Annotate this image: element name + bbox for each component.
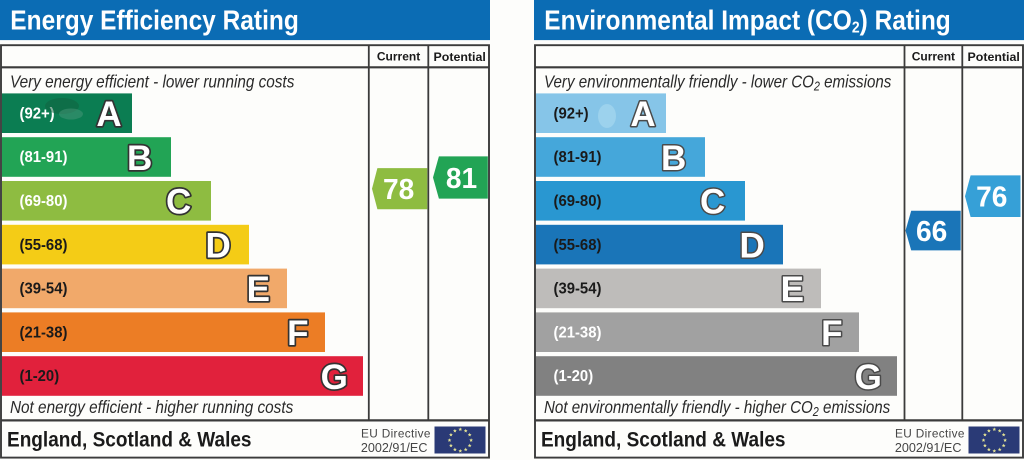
svg-text:G: G: [855, 358, 882, 397]
svg-text:Current: Current: [912, 50, 955, 64]
svg-text:(92+): (92+): [553, 105, 588, 123]
svg-text:(1-20): (1-20): [553, 368, 593, 386]
svg-text:Environmental Impact (CO2) Rat: Environmental Impact (CO2) Rating: [544, 4, 950, 37]
svg-text:(39-54): (39-54): [553, 280, 601, 298]
svg-text:A: A: [630, 95, 655, 134]
svg-text:E: E: [247, 270, 270, 309]
svg-text:(81-91): (81-91): [20, 149, 68, 167]
svg-text:F: F: [287, 314, 308, 353]
svg-text:(92+): (92+): [20, 105, 55, 123]
svg-text:(21-38): (21-38): [20, 324, 68, 342]
svg-text:Energy Efficiency Rating: Energy Efficiency Rating: [10, 4, 299, 36]
svg-text:2002/91/EC: 2002/91/EC: [361, 441, 428, 455]
svg-text:C: C: [166, 183, 191, 222]
svg-text:G: G: [321, 358, 348, 397]
svg-text:Very energy efficient - lower: Very energy efficient - lower running co…: [10, 72, 294, 92]
svg-text:A: A: [96, 95, 121, 134]
svg-text:81: 81: [446, 163, 477, 195]
svg-text:(39-54): (39-54): [20, 280, 68, 298]
svg-text:2002/91/EC: 2002/91/EC: [895, 441, 962, 455]
svg-text:(69-80): (69-80): [553, 193, 601, 211]
svg-text:C: C: [700, 183, 725, 222]
svg-text:(69-80): (69-80): [20, 193, 68, 211]
svg-text:(1-20): (1-20): [20, 368, 60, 386]
svg-text:Not environmentally friendly -: Not environmentally friendly - higher CO…: [544, 398, 890, 419]
svg-text:Potential: Potential: [967, 50, 1019, 64]
svg-text:Potential: Potential: [433, 50, 485, 64]
svg-text:England, Scotland & Wales: England, Scotland & Wales: [541, 429, 786, 452]
svg-text:66: 66: [916, 216, 947, 248]
svg-text:F: F: [821, 314, 842, 353]
svg-text:78: 78: [383, 174, 414, 206]
svg-text:(55-68): (55-68): [20, 236, 68, 254]
svg-text:EU Directive: EU Directive: [895, 427, 965, 441]
svg-text:E: E: [781, 270, 804, 309]
svg-text:Very environmentally friendly: Very environmentally friendly - lower CO…: [544, 73, 891, 94]
svg-text:D: D: [206, 226, 231, 265]
svg-text:England, Scotland & Wales: England, Scotland & Wales: [7, 429, 252, 452]
svg-text:Not energy efficient - higher: Not energy efficient - higher running co…: [10, 397, 293, 417]
svg-text:Current: Current: [377, 50, 420, 64]
svg-text:D: D: [740, 226, 765, 265]
svg-text:(81-91): (81-91): [553, 149, 601, 167]
svg-text:76: 76: [976, 181, 1007, 213]
svg-text:B: B: [661, 139, 686, 178]
svg-text:EU Directive: EU Directive: [361, 427, 431, 441]
svg-text:(55-68): (55-68): [553, 236, 601, 254]
svg-text:B: B: [127, 139, 152, 178]
svg-text:(21-38): (21-38): [553, 324, 601, 342]
